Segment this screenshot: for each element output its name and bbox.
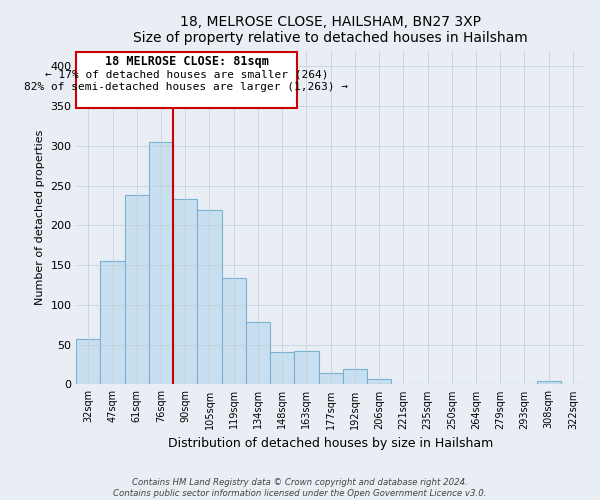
X-axis label: Distribution of detached houses by size in Hailsham: Distribution of detached houses by size … [168,437,493,450]
Title: 18, MELROSE CLOSE, HAILSHAM, BN27 3XP
Size of property relative to detached hous: 18, MELROSE CLOSE, HAILSHAM, BN27 3XP Si… [133,15,528,45]
Y-axis label: Number of detached properties: Number of detached properties [35,130,45,305]
Text: 18 MELROSE CLOSE: 81sqm: 18 MELROSE CLOSE: 81sqm [104,55,268,68]
Bar [246,322,270,384]
Text: Contains HM Land Registry data © Crown copyright and database right 2024.
Contai: Contains HM Land Registry data © Crown c… [113,478,487,498]
Bar [319,374,343,384]
Bar [76,339,100,384]
Bar [197,210,221,384]
Bar [100,261,125,384]
Text: 82% of semi-detached houses are larger (1,263) →: 82% of semi-detached houses are larger (… [25,82,349,92]
Text: ← 17% of detached houses are smaller (264): ← 17% of detached houses are smaller (26… [45,70,328,80]
Bar [221,278,246,384]
FancyBboxPatch shape [76,52,297,108]
Bar [270,352,294,384]
Bar [343,368,367,384]
Bar [125,195,149,384]
Bar [294,351,319,384]
Bar [173,199,197,384]
Bar [536,382,561,384]
Bar [367,379,391,384]
Bar [149,142,173,384]
